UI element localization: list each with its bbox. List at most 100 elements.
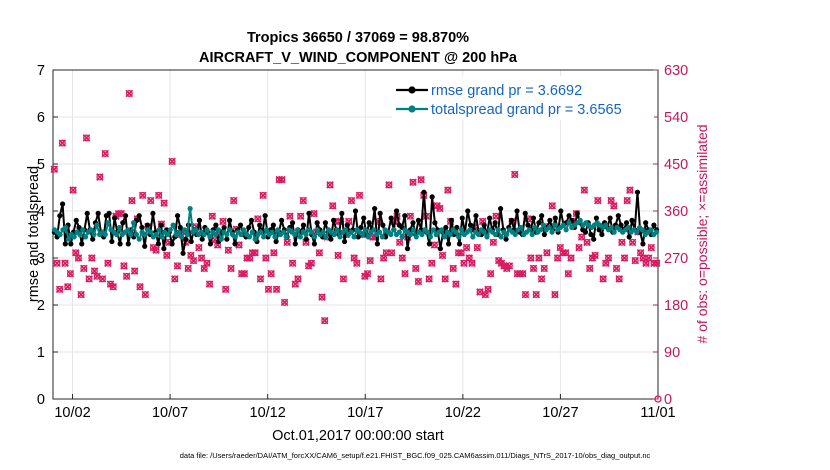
legend-spread-marker [408,105,416,113]
obs-assimilated-marker [395,238,404,247]
obs-assimilated-marker [58,139,67,147]
obs-assimilated-marker [61,259,69,267]
obs-assimilated-marker [205,280,214,288]
totalspread-point [164,231,171,238]
obs-possible-marker [203,259,211,267]
obs-count-point [189,256,198,265]
y2-tick-label: 450 [664,157,688,173]
obs-possible-marker [583,238,591,246]
obs-count-point [168,157,176,166]
obs-possible-marker [631,257,639,265]
obs-assimilated-marker [229,196,238,205]
obs-assimilated-marker [224,246,233,254]
obs-count-point [152,246,160,254]
obs-count-point [88,254,96,262]
obs-count-point [307,259,316,267]
obs-assimilated-marker [505,262,514,270]
obs-possible-marker [406,212,414,220]
totalspread-point [498,234,504,240]
rmse-point [487,215,493,221]
obs-count-point [484,285,492,294]
y2-tick-label: 540 [664,110,688,126]
obs-possible-marker [623,197,631,205]
rmse-point [618,222,624,228]
obs-count-point [401,269,409,278]
rmse-point [615,213,621,219]
rmse-point [623,220,630,226]
obs-possible-marker [109,283,117,291]
obs-count-point [80,264,88,273]
obs-possible-marker [388,249,396,257]
obs-possible-marker [299,197,307,205]
obs-count-point [591,251,599,260]
obs-assimilated-marker [320,316,329,325]
rmse-point [596,227,602,233]
obs-count-point [575,243,583,252]
obs-assimilated-marker [63,282,72,291]
obs-assimilated-marker [152,246,160,254]
obs-count-point [452,280,460,288]
totalspread-point [303,231,309,238]
obs-possible-marker [527,254,535,262]
rmse-point [73,217,79,223]
obs-count-point [272,285,281,294]
obs-assimilated-marker [195,243,203,252]
totalspread-point [57,231,63,238]
obs-possible-marker [171,275,179,283]
obs-assimilated-marker [519,269,527,278]
obs-assimilated-marker [585,264,594,273]
obs-count-point [612,264,621,273]
obs-assimilated-marker [521,290,530,299]
totalspread-point [470,234,476,240]
obs-possible-marker [356,191,363,199]
obs-possible-marker [647,244,655,252]
totalspread-point [371,227,377,233]
obs-assimilated-marker [66,269,75,278]
obs-possible-marker [401,270,409,278]
totalspread-point [441,234,448,240]
obs-count-point [626,186,634,194]
obs-assimilated-marker [366,256,374,265]
obs-possible-marker [396,238,404,246]
obs-possible-marker [206,280,214,288]
obs-possible-marker [505,262,513,270]
y-tick-label: 3 [37,251,45,267]
totalspread-point [430,227,436,233]
obs-count-point [278,175,286,184]
totalspread-point [504,231,510,238]
totalspread-point [184,231,190,238]
obs-assimilated-marker [77,290,85,299]
obs-assimilated-marker [154,191,163,200]
obs-assimilated-marker [85,275,93,283]
obs-count-point [604,254,613,262]
obs-possible-marker [74,254,82,262]
obs-count-point [69,186,77,194]
obs-possible-marker [385,181,393,189]
obs-assimilated-marker [511,170,519,179]
totalspread-point [427,234,434,240]
obs-possible-marker [353,259,361,267]
chart-title-line2: AIRCRAFT_V_WIND_COMPONENT @ 200 hPa [199,50,518,66]
rmse-point [278,217,285,223]
obs-count-point [564,269,573,278]
rmse-point [199,236,205,242]
obs-possible-marker [318,293,326,301]
rmse-point [174,213,181,219]
obs-assimilated-marker [652,259,661,267]
obs-possible-marker [251,249,259,257]
obs-assimilated-marker [278,175,286,184]
obs-possible-marker [412,264,420,272]
obs-count-point [267,269,275,278]
obs-possible-marker [554,254,562,262]
totalspread-point [201,231,207,238]
totalspread-point [82,234,89,240]
rmse-point [95,210,101,216]
rmse-point [221,224,227,231]
rmse-point [232,241,238,247]
obs-possible-marker [80,264,88,272]
obs-possible-marker [208,212,216,220]
totalspread-point [648,227,654,233]
obs-count-point [240,269,249,278]
x-axis-label: Oct.01,2017 00:00:00 start [272,428,444,444]
obs-possible-marker [222,285,230,293]
